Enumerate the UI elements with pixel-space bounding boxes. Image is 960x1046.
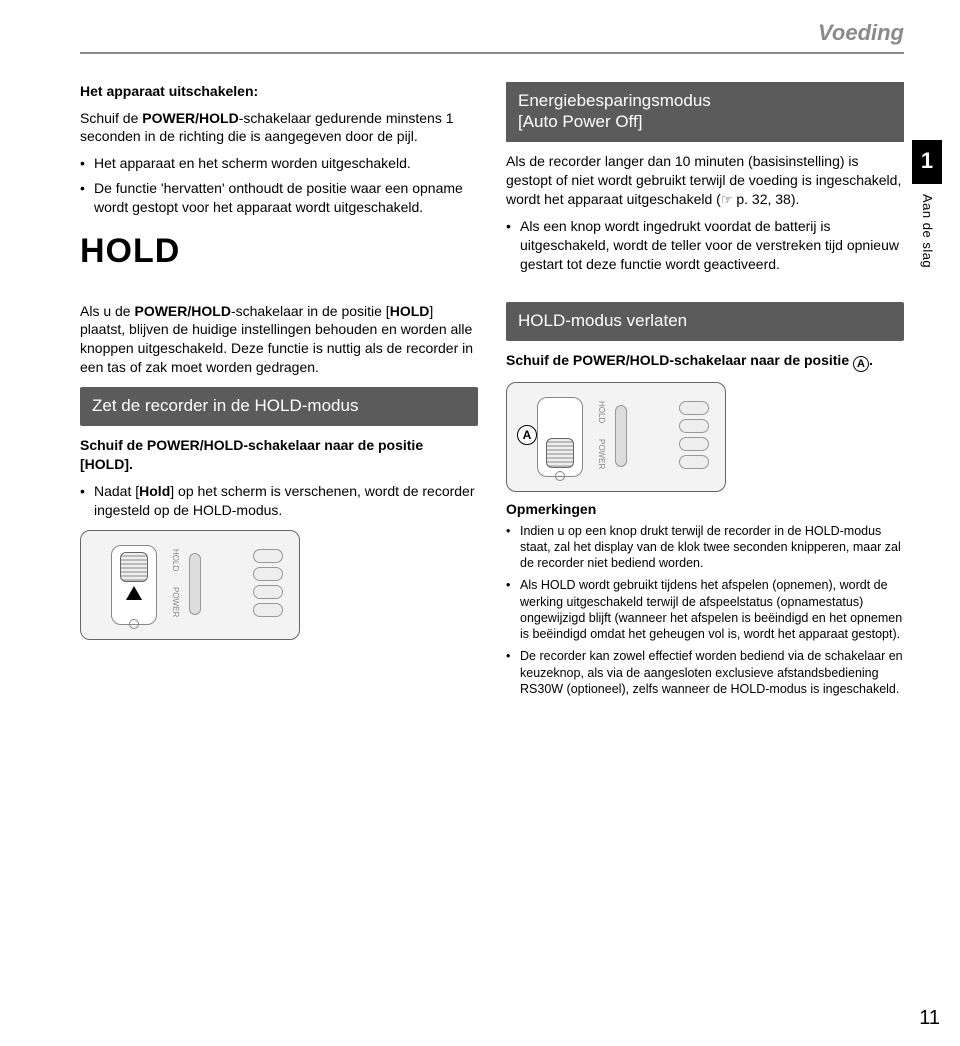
top-left-col: Het apparaat uitschakelen: Schuif de POW… <box>80 82 478 280</box>
energy-para: Als de recorder langer dan 10 minuten (b… <box>506 152 904 209</box>
list-item: Als een knop wordt ingedrukt voordat de … <box>506 217 904 274</box>
chapter-label: Aan de slag <box>918 194 936 268</box>
text-bold: HOLD <box>85 456 125 472</box>
header-rule <box>80 52 904 54</box>
title-line2: [Auto Power Off] <box>518 112 642 131</box>
text: Schuif de <box>506 352 573 368</box>
energy-bullets: Als een knop wordt ingedrukt voordat de … <box>506 217 904 274</box>
bottom-left-col: Als u de POWER/HOLD-schakelaar in de pos… <box>80 302 478 704</box>
bottom-row: Als u de POWER/HOLD-schakelaar in de pos… <box>80 302 904 704</box>
text: Nadat [ <box>94 483 139 499</box>
chapter-tab: 1 Aan de slag <box>912 140 942 273</box>
switch-slider <box>546 438 574 468</box>
set-hold-instruction: Schuif de POWER/HOLD-schakelaar naar de … <box>80 436 478 474</box>
section-header: Voeding <box>80 18 904 48</box>
arrow-up-icon <box>126 586 142 600</box>
text: ]. <box>124 456 133 472</box>
page-number: 11 <box>919 1005 940 1032</box>
hold-heading: HOLD <box>80 229 478 275</box>
list-item: Nadat [Hold] op het scherm is verschenen… <box>80 482 478 520</box>
switch-slider <box>120 552 148 582</box>
text: Schuif de <box>80 110 142 126</box>
device-illustration-release: A HOLD POWER <box>506 382 726 492</box>
exit-hold-instruction: Schuif de POWER/HOLD-schakelaar naar de … <box>506 351 904 372</box>
pointer-icon: ☞ <box>721 192 733 207</box>
label-power: POWER <box>595 439 606 469</box>
energy-box-title: Energiebesparingsmodus [Auto Power Off] <box>506 82 904 143</box>
label-hold: HOLD <box>595 401 606 423</box>
list-item: Als HOLD wordt gebruikt tijdens het afsp… <box>506 577 904 642</box>
text-bold: HOLD <box>390 303 430 319</box>
device-strip <box>189 553 201 615</box>
set-hold-bullets: Nadat [Hold] op het scherm is verschenen… <box>80 482 478 520</box>
switch-slot <box>111 545 157 625</box>
power-off-heading: Het apparaat uitschakelen: <box>80 82 478 101</box>
device-strip <box>615 405 627 467</box>
device-hole <box>555 471 565 481</box>
notes-block: Indien u op een knop drukt terwijl de re… <box>506 523 904 698</box>
text-bold: POWER/HOLD <box>573 352 669 368</box>
power-off-bullets: Het apparaat en het scherm worden uitges… <box>80 154 478 217</box>
device-buttons <box>679 401 709 469</box>
exit-hold-box-title: HOLD-modus verlaten <box>506 302 904 341</box>
top-row: Het apparaat uitschakelen: Schuif de POW… <box>80 82 904 280</box>
notes-list: Indien u op een knop drukt terwijl de re… <box>506 523 904 698</box>
power-off-intro: Schuif de POWER/HOLD-schakelaar gedurend… <box>80 109 478 147</box>
text: Schuif de <box>80 437 147 453</box>
text-bold: POWER/HOLD <box>134 303 230 319</box>
device-buttons <box>253 549 283 617</box>
text: p. 32, 38). <box>732 191 799 207</box>
text-bold: POWER/HOLD <box>147 437 243 453</box>
notes-heading: Opmerkingen <box>506 500 904 519</box>
list-item: De recorder kan zowel effectief worden b… <box>506 648 904 697</box>
chapter-number: 1 <box>912 140 942 184</box>
hold-intro: Als u de POWER/HOLD-schakelaar in de pos… <box>80 302 478 378</box>
a-badge: A <box>517 425 537 445</box>
text: -schakelaar naar de positie <box>669 352 853 368</box>
a-badge-inline: A <box>853 356 869 372</box>
text: -schakelaar in de positie [ <box>231 303 390 319</box>
text-bold: Hold <box>139 483 170 499</box>
text: . <box>869 352 873 368</box>
list-item: Indien u op een knop drukt terwijl de re… <box>506 523 904 572</box>
text: Als de recorder langer dan 10 minuten (b… <box>506 153 901 207</box>
text-bold: POWER/HOLD <box>142 110 238 126</box>
switch-slot <box>537 397 583 477</box>
top-right-col: Energiebesparingsmodus [Auto Power Off] … <box>506 82 904 280</box>
list-item: Het apparaat en het scherm worden uitges… <box>80 154 478 173</box>
bottom-right-col: HOLD-modus verlaten Schuif de POWER/HOLD… <box>506 302 904 704</box>
title-line1: Energiebesparingsmodus <box>518 91 711 110</box>
device-hole <box>129 619 139 629</box>
set-hold-box-title: Zet de recorder in de HOLD-modus <box>80 387 478 426</box>
label-hold: HOLD <box>169 549 180 571</box>
label-power: POWER <box>169 587 180 617</box>
device-illustration-hold: HOLD POWER <box>80 530 300 640</box>
text: Als u de <box>80 303 134 319</box>
list-item: De functie 'hervatten' onthoudt de posit… <box>80 179 478 217</box>
